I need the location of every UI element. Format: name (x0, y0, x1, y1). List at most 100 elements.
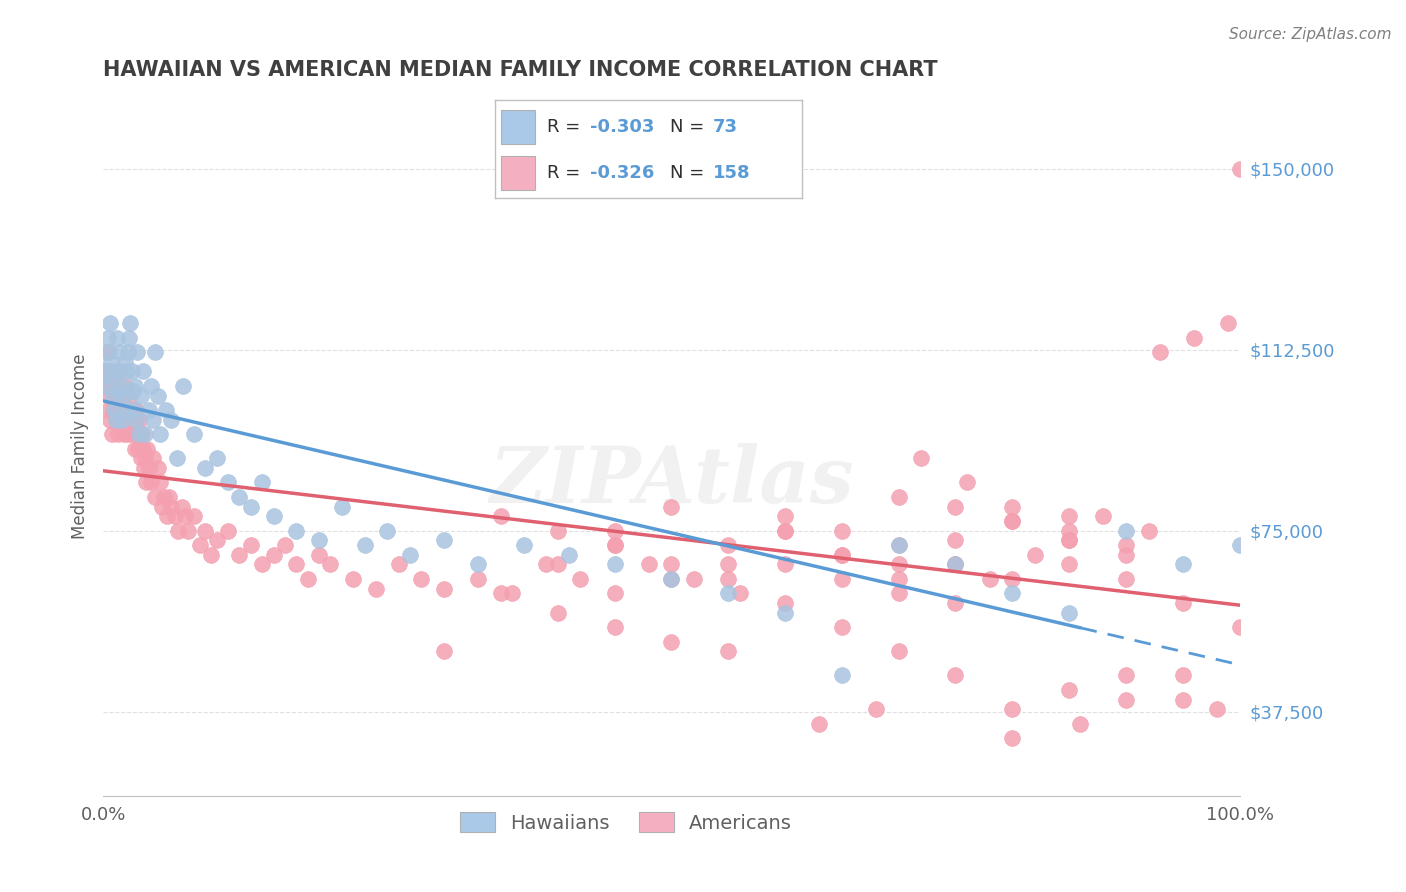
Point (146, 461, 169, 475)
Point (132, 364, 155, 378)
Point (1149, 345, 1171, 359)
Point (1171, 668, 1194, 682)
Point (659, 634, 682, 648)
Point (433, 644, 456, 658)
Point (131, 427, 153, 442)
Point (139, 475, 162, 490)
Point (142, 451, 165, 466)
Point (945, 558, 967, 572)
Point (107, 427, 129, 442)
Point (979, 572, 1001, 586)
Point (149, 427, 172, 442)
Point (172, 379, 194, 393)
Text: HAWAIIAN VS AMERICAN MEDIAN FAMILY INCOME CORRELATION CHART: HAWAIIAN VS AMERICAN MEDIAN FAMILY INCOM… (103, 60, 938, 79)
Point (155, 403, 177, 417)
Point (956, 475, 979, 490)
Point (217, 475, 239, 490)
Point (174, 509, 197, 524)
Point (1171, 692, 1194, 706)
Point (353, 538, 375, 552)
Point (1057, 606, 1080, 620)
Point (501, 586, 523, 600)
Point (118, 331, 141, 345)
Point (121, 427, 143, 442)
Point (1057, 558, 1080, 572)
Point (603, 586, 626, 600)
Point (263, 509, 285, 524)
Point (274, 538, 297, 552)
Point (1001, 586, 1024, 600)
Point (132, 461, 155, 475)
Point (117, 427, 139, 442)
Point (330, 500, 353, 514)
Point (96, 345, 118, 359)
Point (411, 572, 433, 586)
Point (569, 572, 592, 586)
Point (170, 500, 193, 514)
Point (1057, 533, 1080, 548)
Point (945, 533, 967, 548)
Point (1057, 509, 1080, 524)
Point (97, 403, 120, 417)
Point (112, 388, 135, 402)
Point (127, 427, 149, 442)
Point (122, 413, 145, 427)
Point (285, 558, 308, 572)
Point (1001, 514, 1024, 528)
Point (239, 500, 262, 514)
Point (728, 586, 751, 600)
Point (887, 572, 910, 586)
Point (375, 524, 398, 538)
Point (1182, 331, 1205, 345)
Point (433, 533, 456, 548)
Point (134, 451, 156, 466)
Point (252, 558, 274, 572)
Point (1057, 682, 1080, 697)
Point (945, 596, 967, 610)
Point (112, 427, 135, 442)
Point (124, 379, 146, 393)
Point (115, 403, 138, 417)
Point (489, 586, 512, 600)
Point (263, 548, 285, 562)
Point (1057, 533, 1080, 548)
Point (831, 548, 853, 562)
Point (308, 548, 330, 562)
Point (808, 716, 831, 731)
Point (228, 548, 250, 562)
Point (128, 413, 150, 427)
Point (145, 345, 167, 359)
Y-axis label: Median Family Income: Median Family Income (72, 353, 89, 539)
Point (129, 388, 152, 402)
Point (659, 572, 682, 586)
Point (433, 582, 456, 596)
Point (887, 490, 910, 504)
Point (105, 331, 128, 345)
Point (887, 538, 910, 552)
Point (1137, 524, 1160, 538)
Point (150, 500, 173, 514)
Point (773, 606, 796, 620)
Point (1115, 668, 1137, 682)
Point (100, 355, 122, 369)
Point (105, 388, 128, 402)
Point (183, 509, 205, 524)
Point (117, 345, 139, 359)
Point (659, 500, 682, 514)
Point (831, 572, 853, 586)
Point (252, 475, 274, 490)
Point (945, 668, 967, 682)
Point (107, 364, 129, 378)
Point (945, 500, 967, 514)
Point (637, 558, 659, 572)
Point (773, 558, 796, 572)
Point (156, 509, 179, 524)
Point (138, 461, 160, 475)
Point (659, 572, 682, 586)
Point (108, 345, 131, 359)
Point (121, 364, 143, 378)
Point (773, 596, 796, 610)
Point (114, 355, 136, 369)
Point (399, 548, 422, 562)
Point (467, 572, 489, 586)
